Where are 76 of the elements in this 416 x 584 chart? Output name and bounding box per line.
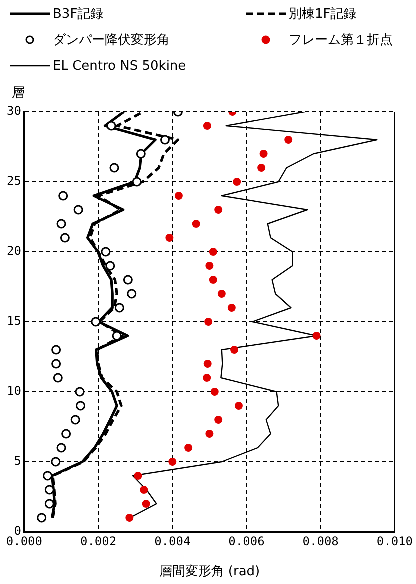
- point: [174, 192, 183, 200]
- y-tick-label: 5: [14, 454, 22, 468]
- point: [168, 458, 177, 466]
- x-tick-label: 0.008: [302, 534, 339, 548]
- point: [230, 346, 239, 354]
- point: [53, 373, 63, 383]
- point: [101, 247, 111, 257]
- x-tick-label: 0.002: [80, 534, 117, 548]
- point: [312, 332, 321, 340]
- point: [37, 513, 47, 523]
- y-tick-label: 15: [6, 314, 22, 328]
- point: [142, 500, 150, 508]
- x-tick-label: 0.006: [228, 534, 265, 548]
- point: [75, 387, 85, 397]
- point: [214, 206, 223, 214]
- y-axis-title: 層: [12, 85, 25, 102]
- point: [44, 485, 54, 495]
- point: [60, 233, 70, 243]
- point: [233, 178, 242, 186]
- point: [76, 401, 86, 411]
- legend-label: B3F記録: [53, 6, 104, 23]
- point: [228, 304, 236, 312]
- point: [62, 429, 72, 439]
- point: [234, 402, 243, 410]
- point: [127, 289, 137, 299]
- point: [134, 472, 142, 480]
- point: [209, 248, 218, 256]
- point: [52, 345, 62, 355]
- point: [206, 430, 214, 438]
- point: [70, 415, 80, 425]
- point: [214, 416, 223, 424]
- point: [56, 443, 66, 453]
- y-tick-label: 30: [6, 104, 22, 118]
- point: [258, 164, 266, 172]
- point: [206, 262, 214, 270]
- point: [44, 499, 54, 509]
- x-tick-label: 0.010: [376, 534, 413, 548]
- point: [126, 514, 134, 522]
- point: [204, 360, 212, 368]
- legend-label: フレーム第１折点: [289, 32, 393, 49]
- point: [123, 275, 133, 285]
- point: [160, 135, 170, 145]
- point: [209, 276, 218, 284]
- point: [112, 331, 122, 341]
- y-tick-label: 10: [6, 384, 22, 398]
- point: [106, 121, 116, 131]
- point: [51, 457, 61, 467]
- point: [203, 374, 212, 382]
- point: [203, 122, 212, 130]
- point: [204, 318, 213, 326]
- point: [43, 471, 53, 481]
- legend-label: EL Centro NS 50kine: [53, 58, 186, 74]
- point: [210, 388, 219, 396]
- point: [106, 261, 116, 271]
- point: [110, 163, 120, 173]
- x-tick-label: 0.004: [154, 534, 191, 548]
- point: [260, 150, 268, 158]
- legend-label: 別棟1F記録: [289, 6, 357, 23]
- point: [136, 149, 146, 159]
- point: [218, 290, 226, 298]
- point: [284, 136, 293, 144]
- y-tick-label: 20: [6, 244, 22, 258]
- y-tick-label: 25: [6, 174, 22, 188]
- point: [114, 303, 124, 313]
- point: [166, 234, 174, 242]
- point: [56, 219, 66, 229]
- point: [140, 486, 148, 494]
- x-axis-title: 層間変形角 (rad): [159, 564, 260, 580]
- point: [184, 444, 193, 452]
- point: [58, 191, 68, 201]
- point: [52, 359, 62, 369]
- legend-label: ダンパー降伏変形角: [53, 32, 170, 49]
- point: [132, 177, 142, 187]
- point: [192, 220, 200, 228]
- point: [91, 317, 101, 327]
- point: [74, 205, 84, 215]
